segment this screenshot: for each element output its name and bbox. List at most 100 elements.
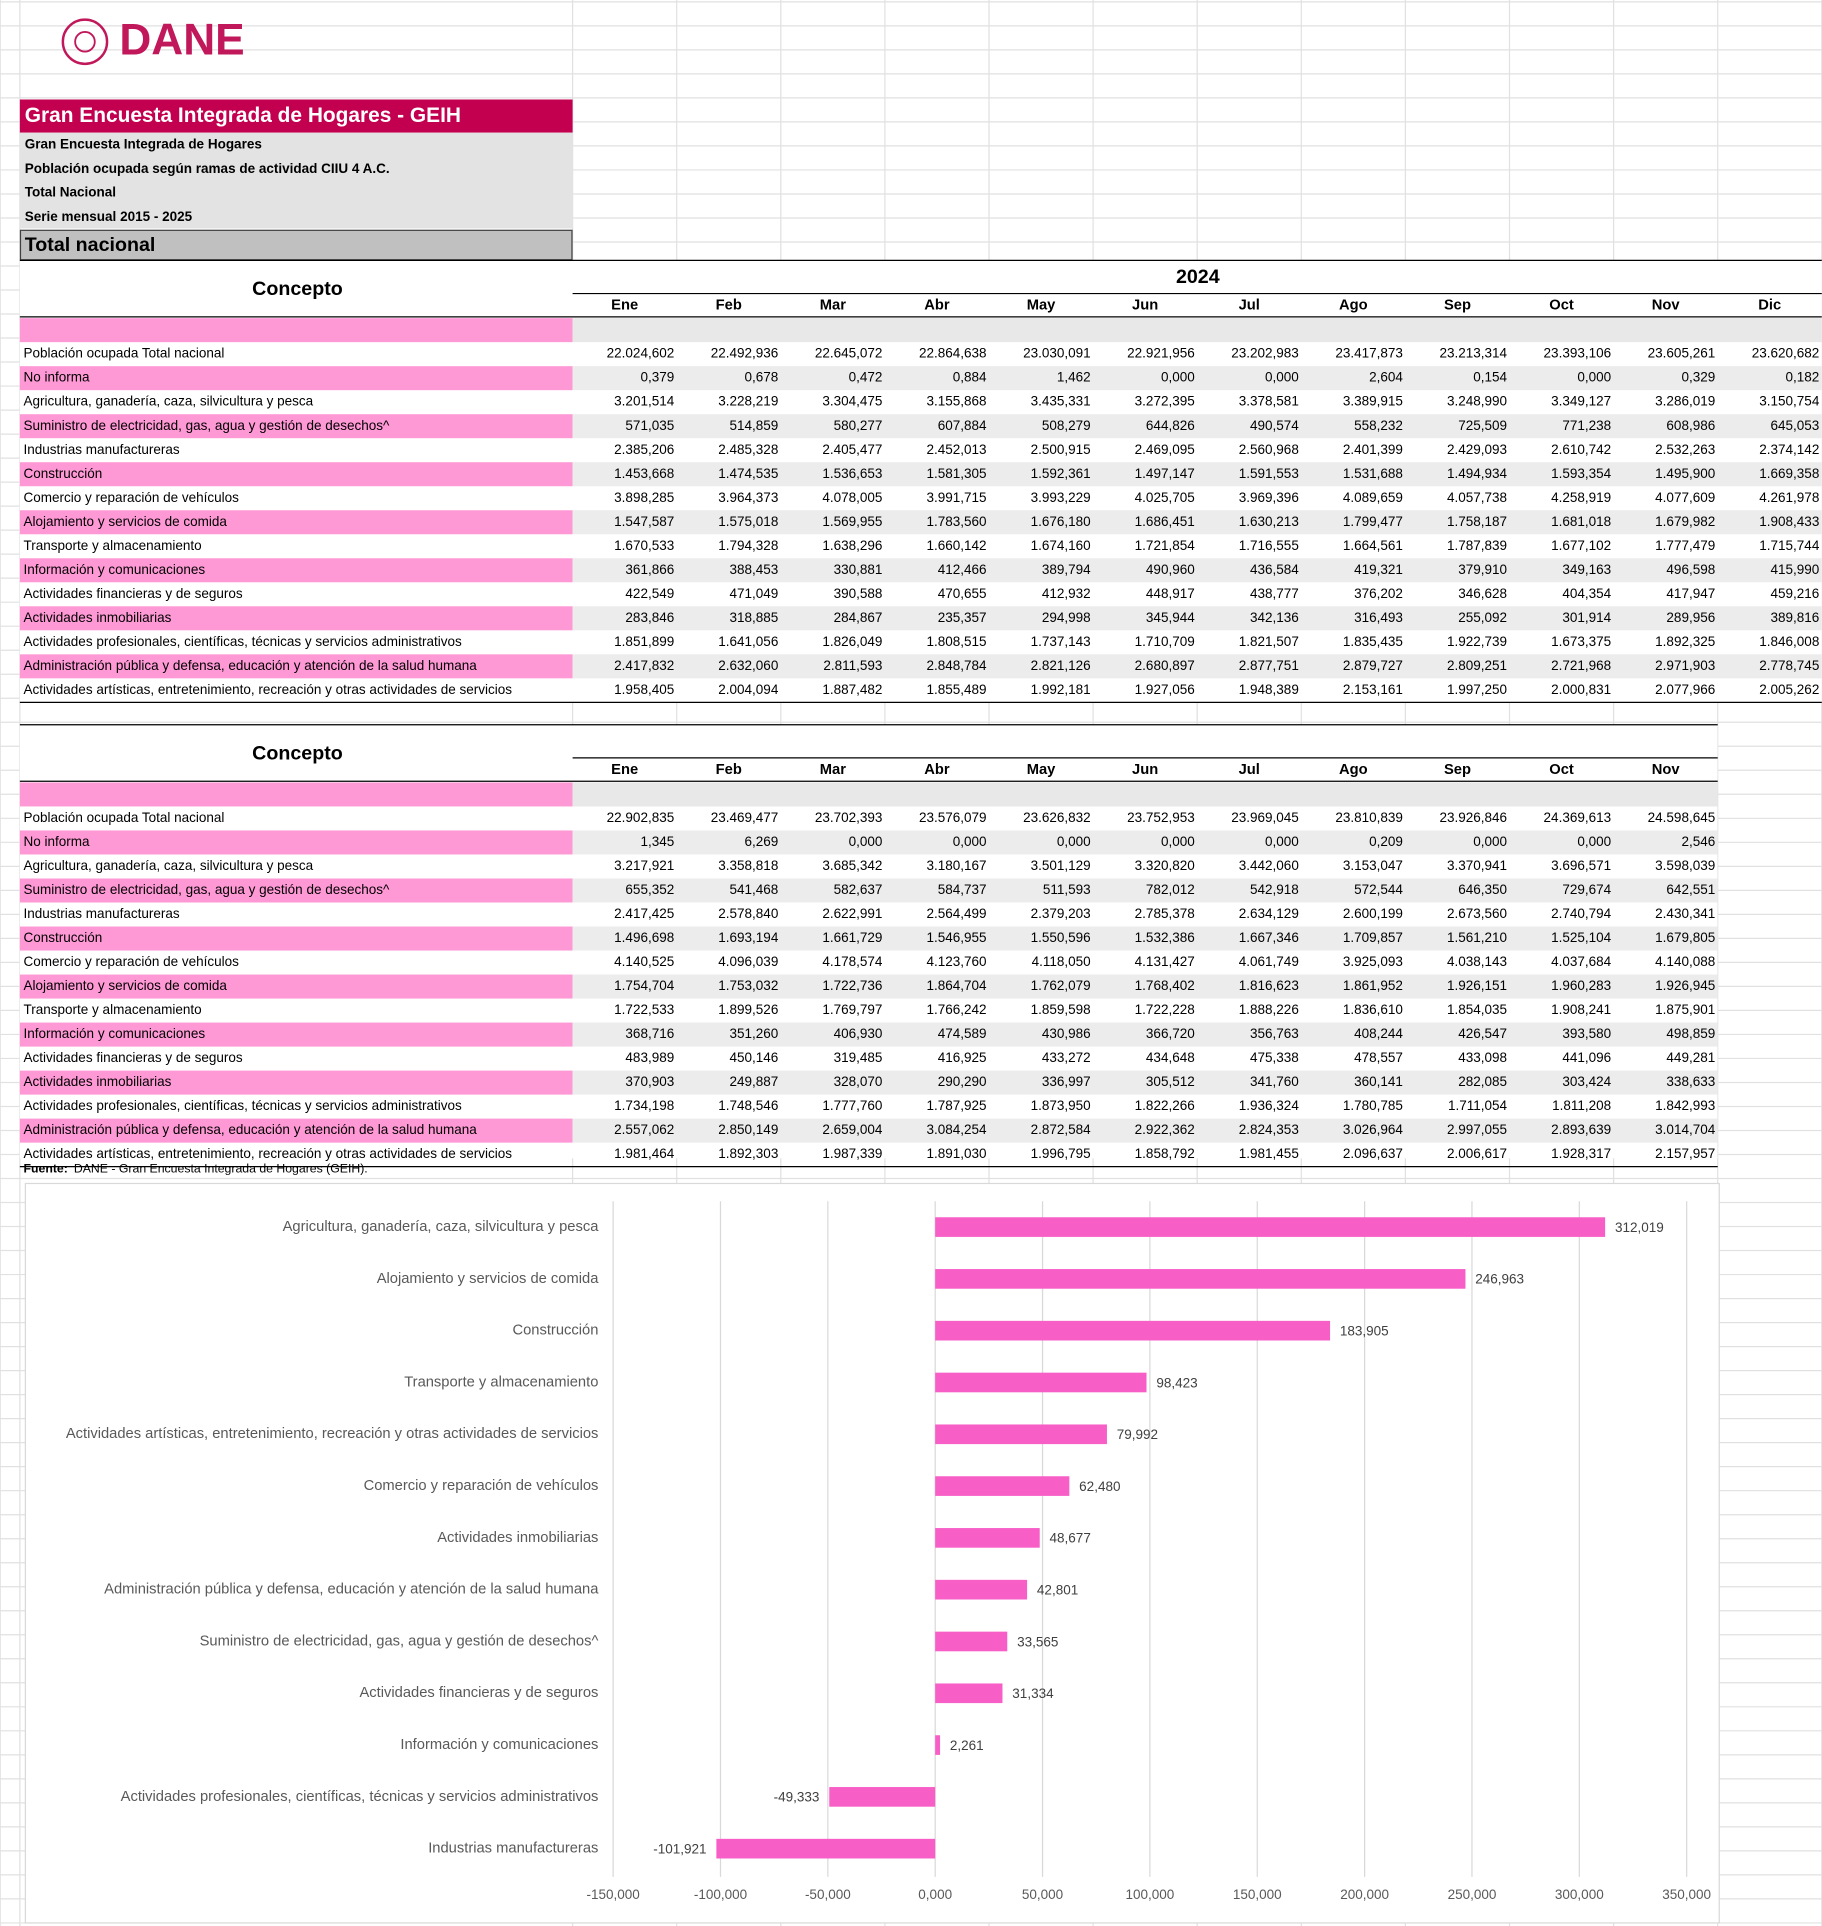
source-text: DANE - Gran Encuesta Integrada de Hogare… (74, 1162, 368, 1176)
cell-value: 341,760 (1250, 1074, 1299, 1089)
cell-value: 1.821,507 (1239, 634, 1299, 649)
cell-value: 1.638,296 (822, 538, 882, 553)
y-category-label: Agricultura, ganadería, caza, silvicultu… (283, 1219, 600, 1235)
row-label: Industrias manufactureras (24, 442, 180, 457)
cell-value: 2.971,903 (1655, 658, 1715, 673)
cell-value: 642,551 (1666, 882, 1715, 897)
band (19, 318, 573, 343)
bar (716, 1838, 936, 1859)
cell-value: 376,202 (1354, 586, 1403, 601)
cell-value: 389,794 (1042, 562, 1091, 577)
cell-value: 2.877,751 (1239, 658, 1299, 673)
y-category-label: Suministro de electricidad, gas, agua y … (200, 1633, 599, 1649)
cell-value: 3.993,229 (1031, 490, 1091, 505)
cell-value: 1.581,305 (926, 466, 986, 481)
cell-value: 1.783,560 (926, 514, 986, 529)
cell-value: 1.591,553 (1239, 466, 1299, 481)
cell-value: 301,914 (1562, 610, 1611, 625)
cell-value: 235,357 (938, 610, 987, 625)
cell-value: 2.893,639 (1551, 1122, 1611, 1137)
row-label: Comercio y reparación de vehículos (24, 490, 240, 505)
data-label: 98,423 (1156, 1375, 1197, 1390)
cell-value: 255,092 (1458, 610, 1507, 625)
y-category-label: Comercio y reparación de vehículos (364, 1478, 599, 1494)
cell-value: 290,290 (938, 1074, 987, 1089)
x-tick-label: -100,000 (694, 1887, 747, 1902)
cell-value: 3.501,129 (1031, 858, 1091, 873)
source-label: Fuente: (24, 1162, 68, 1176)
cell-value: 1.453,668 (614, 466, 674, 481)
cell-value: 3.442,060 (1239, 858, 1299, 873)
cell-value: 2.429,093 (1447, 442, 1507, 457)
cell-value: 1.996,795 (1031, 1146, 1091, 1161)
cell-value: 1.525,104 (1551, 930, 1612, 945)
cell-value: 2.385,206 (614, 442, 674, 457)
cell-value: 1.536,653 (822, 466, 882, 481)
bar (935, 1579, 1028, 1600)
title: Gran Encuesta Integrada de Hogares - GEI… (25, 104, 461, 127)
cell-value: 470,655 (938, 586, 987, 601)
cell-value: 0,000 (1577, 834, 1611, 849)
cell-value: 2.622,991 (822, 906, 882, 921)
month-header: Dic (1758, 298, 1781, 314)
cell-value: 1.630,213 (1239, 514, 1299, 529)
cell-value: 282,085 (1458, 1074, 1507, 1089)
cell-value: 393,580 (1562, 1026, 1611, 1041)
bar (935, 1476, 1070, 1496)
cell-value: 1.575,018 (718, 514, 778, 529)
cell-value: 782,012 (1146, 882, 1195, 897)
cell-value: 338,633 (1666, 1074, 1715, 1089)
cell-value: 1.676,180 (1031, 514, 1091, 529)
cell-value: 1.641,056 (718, 634, 778, 649)
x-tick-label: 300,000 (1555, 1887, 1604, 1902)
cell-value: 4.061,749 (1239, 954, 1299, 969)
cell-value: 2.848,784 (926, 658, 987, 673)
row-label: Construcción (24, 930, 103, 945)
cell-value: 1.861,952 (1343, 978, 1403, 993)
cell-value: 2.096,637 (1343, 1146, 1403, 1161)
cell-value: 1.816,623 (1239, 978, 1299, 993)
tables: Concepto 2024 Ene Feb Mar Abr May Jun Jul Ago Sep O… (19, 259, 1822, 1168)
cell-value: 1.667,346 (1239, 930, 1299, 945)
cell-value: 1.592,361 (1031, 466, 1091, 481)
month-header: Sep (1444, 298, 1471, 314)
cell-value: 483,989 (625, 1050, 674, 1065)
cell-value: 1.716,555 (1239, 538, 1299, 553)
cell-value: 1.679,982 (1655, 514, 1715, 529)
cell-value: 22.645,072 (815, 346, 883, 361)
cell-value: 4.089,659 (1343, 490, 1403, 505)
cell-value: 0,000 (953, 834, 987, 849)
cell-value: 360,141 (1354, 1074, 1403, 1089)
x-tick-label: -150,000 (586, 1887, 639, 1902)
cell-value: 1.891,030 (926, 1146, 986, 1161)
bar (935, 1320, 1331, 1341)
cell-value: 4.140,525 (614, 954, 674, 969)
cell-value: 415,990 (1771, 562, 1820, 577)
cell-value: 294,998 (1042, 610, 1091, 625)
cell-value: 416,925 (938, 1050, 987, 1065)
cell-value: 1.768,402 (1135, 978, 1195, 993)
cell-value: 366,720 (1146, 1026, 1195, 1041)
bar (935, 1631, 1008, 1652)
row-label: Suministro de electricidad, gas, agua y … (24, 882, 390, 897)
cell-value: 283,846 (625, 610, 674, 625)
cell-value: 2.564,499 (926, 906, 986, 921)
cell-value: 3.286,019 (1655, 394, 1715, 409)
cell-value: 0,472 (849, 370, 883, 385)
cell-value: 23.030,091 (1023, 346, 1091, 361)
cell-value: 412,932 (1042, 586, 1091, 601)
cell-value: 24.369,613 (1544, 810, 1612, 825)
y-category-label: Industrias manufactureras (428, 1841, 598, 1857)
cell-value: 2.634,129 (1239, 906, 1299, 921)
cell-value: 1.846,008 (1759, 634, 1819, 649)
cell-value: 289,956 (1666, 610, 1715, 625)
cell-value: 646,350 (1458, 882, 1507, 897)
row-label-bg (19, 510, 573, 535)
row-label: Población ocupada Total nacional (24, 810, 225, 825)
row-label-bg (19, 558, 573, 583)
cell-value: 2.532,263 (1655, 442, 1715, 457)
cell-value: 379,910 (1458, 562, 1507, 577)
data-label: 2,261 (950, 1738, 984, 1753)
x-tick-label: 200,000 (1340, 1887, 1389, 1902)
